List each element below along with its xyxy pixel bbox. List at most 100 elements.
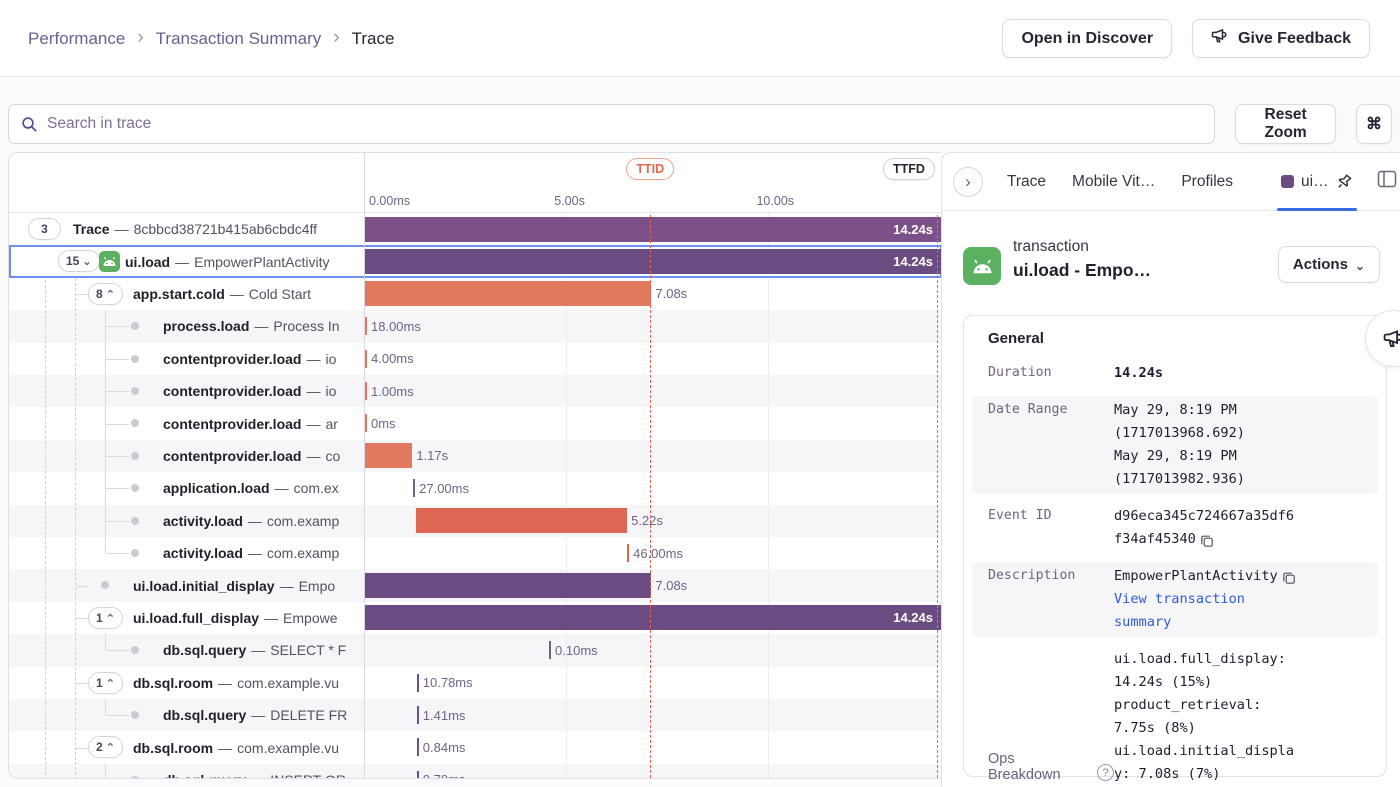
actions-button[interactable]: Actions ⌄ <box>1277 246 1380 283</box>
span-row-application.load[interactable]: application.load — com.ex 27.00ms <box>9 472 941 504</box>
span-duration-tick[interactable] <box>627 544 630 562</box>
open-in-discover-button[interactable]: Open in Discover <box>1002 19 1173 58</box>
span-duration-label: 46.00ms <box>633 545 683 561</box>
drawer-collapse-button[interactable]: › <box>953 166 983 197</box>
view-transaction-summary-link[interactable]: summary <box>1114 614 1172 630</box>
span-row-activity.load[interactable]: activity.load — com.examp 5.22s <box>9 504 941 537</box>
span-duration-tick[interactable] <box>365 382 367 400</box>
tree-leaf-dot <box>131 549 139 557</box>
help-icon[interactable]: ? <box>1097 764 1114 781</box>
span-row-db.sql.room[interactable]: 1 ⌃ db.sql.room — com.example.vu 10.78ms <box>9 667 941 699</box>
span-duration-tick[interactable] <box>365 317 367 336</box>
tree-guide <box>105 310 106 554</box>
span-duration-label: 1.00ms <box>371 383 414 399</box>
tab-trace[interactable]: Trace <box>1007 172 1047 190</box>
span-row-db.sql.query[interactable]: db.sql.query — DELETE FR 1.41ms <box>9 699 941 732</box>
marker-line-ttid <box>650 185 652 778</box>
span-children-toggle[interactable]: 1 ⌃ <box>88 606 123 629</box>
span-row-db.sql.room[interactable]: 2 ⌃ db.sql.room — com.example.vu 0.84ms <box>9 731 941 763</box>
span-row-ui.load[interactable]: 15 ⌄ ui.load — EmpowerPlantActivity 14.24s <box>9 245 941 278</box>
span-children-toggle[interactable]: 2 ⌃ <box>88 736 123 759</box>
tab-active-ui-load[interactable]: ui… <box>1277 153 1357 211</box>
give-feedback-button[interactable]: Give Feedback <box>1192 19 1370 58</box>
command-shortcut-button[interactable]: ⌘ <box>1356 104 1393 144</box>
span-duration-bar[interactable] <box>365 443 413 469</box>
span-duration-bar[interactable] <box>365 216 941 242</box>
column-resize-divider[interactable] <box>364 153 365 778</box>
tree-guide <box>106 456 129 457</box>
tree-guide <box>106 715 129 717</box>
span-duration-bar[interactable] <box>365 572 652 598</box>
span-title: db.sql.query — SELECT * F <box>163 642 347 659</box>
span-row-db.sql.query[interactable]: db.sql.query — SELECT * F 0.10ms <box>9 634 941 667</box>
tab-profiles[interactable]: Profiles <box>1181 172 1234 190</box>
reset-zoom-button[interactable]: Reset Zoom <box>1235 104 1337 144</box>
tree-guide <box>106 326 129 328</box>
span-duration-label: 4.00ms <box>371 351 414 367</box>
general-row-ops-breakdown: Ops Breakdown ? ui.load.full_display: 14.2… <box>964 641 1386 787</box>
span-row-contentprovider.load[interactable]: contentprovider.load — co 1.17s <box>9 439 941 473</box>
chevron-right-icon: › <box>333 26 340 48</box>
general-row-label: Description <box>988 568 1076 583</box>
span-duration-label: 14.24s <box>893 610 933 626</box>
search-icon <box>21 116 38 133</box>
span-duration-tick[interactable] <box>416 706 419 724</box>
tree-leaf-dot <box>101 581 109 590</box>
view-transaction-summary-link[interactable]: View transaction <box>1114 591 1245 607</box>
copy-icon[interactable] <box>1282 571 1296 585</box>
span-duration-bar[interactable] <box>415 508 628 534</box>
breadcrumb-trace: Trace <box>351 28 395 48</box>
span-children-toggle[interactable]: 3 <box>28 218 61 240</box>
chevron-down-icon: ⌄ <box>1354 258 1365 273</box>
span-duration-label: 0ms <box>371 416 396 432</box>
span-duration-tick[interactable] <box>416 738 419 757</box>
span-title: ui.load.full_display — Empowe <box>133 609 338 626</box>
span-duration-label: 10.78ms <box>422 675 473 691</box>
pin-icon[interactable] <box>1336 173 1353 190</box>
span-duration-label: 1.41ms <box>422 707 466 723</box>
span-duration-tick[interactable] <box>416 673 419 692</box>
span-duration-bar[interactable] <box>365 281 652 307</box>
general-row-value: May 29, 8:19 PM (1717013968.692) May 29, 8… <box>1114 402 1245 487</box>
span-duration-label: 27.00ms <box>419 480 469 496</box>
span-children-toggle[interactable]: 15 ⌄ <box>58 250 100 273</box>
span-row-process.load[interactable]: process.load — Process In 18.00ms <box>9 310 941 343</box>
span-duration-tick[interactable] <box>416 770 419 778</box>
span-duration-bar[interactable] <box>365 248 941 274</box>
span-duration-label: 0.70ms <box>423 764 466 778</box>
span-duration-tick[interactable] <box>549 641 552 660</box>
timeline-header: 0.00ms 5.00s 10.00s TTID TTFD <box>9 153 941 213</box>
span-row-ui.load.full-display[interactable]: 1 ⌃ ui.load.full_display — Empowe 14.24s <box>9 602 941 634</box>
general-row-label: Event ID <box>988 508 1052 523</box>
general-section: General Duration 14.24s Date Range May 29, … <box>963 310 1400 783</box>
tab-mobile-vit-[interactable]: Mobile Vit… <box>1072 172 1156 190</box>
span-row-contentprovider.load[interactable]: contentprovider.load — io 4.00ms <box>9 343 941 375</box>
general-row-duration: Duration 14.24s <box>964 355 1386 392</box>
span-row-db.sql.query[interactable]: db.sql.query—INSERT OR 0.70ms <box>9 763 941 778</box>
span-children-toggle[interactable]: 8 ⌃ <box>88 282 123 305</box>
span-row-activity.load[interactable]: activity.load — com.examp 46.00ms <box>9 537 941 569</box>
trace-drawer: › Trace Mobile Vit… Profiles ui… transacti… <box>941 152 1400 787</box>
copy-icon[interactable] <box>1200 534 1214 548</box>
megaphone-icon <box>1211 27 1229 50</box>
span-row-contentprovider.load[interactable]: contentprovider.load — ar 0ms <box>9 407 941 439</box>
tree-guide <box>106 650 129 652</box>
span-duration-bar[interactable] <box>365 605 941 631</box>
layout-left-panel-icon[interactable] <box>1377 169 1397 194</box>
search-box[interactable] <box>8 104 1216 144</box>
search-input[interactable] <box>47 115 1203 133</box>
span-row-Trace[interactable]: 3 Trace —8cbbcd38721b415ab6cbdc4ff 14.24s <box>9 213 941 245</box>
span-duration-tick[interactable] <box>365 414 367 433</box>
span-duration-tick[interactable] <box>413 479 416 498</box>
tree-guide <box>75 277 76 778</box>
span-children-toggle[interactable]: 1 ⌃ <box>88 671 123 694</box>
span-row-ui.load.initial-display[interactable]: ui.load.initial_display — Empo 7.08s <box>9 569 941 602</box>
span-row-contentprovider.load[interactable]: contentprovider.load — io 1.00ms <box>9 375 941 408</box>
breadcrumb-transaction-summary[interactable]: Transaction Summary <box>155 28 322 48</box>
span-duration-tick[interactable] <box>365 349 367 368</box>
tree-guide <box>106 358 129 360</box>
span-duration-label: 1.17s <box>416 448 449 464</box>
span-row-app.start.cold[interactable]: 8 ⌃ app.start.cold — Cold Start 7.08s <box>9 278 941 310</box>
breadcrumb-performance[interactable]: Performance <box>28 28 126 48</box>
